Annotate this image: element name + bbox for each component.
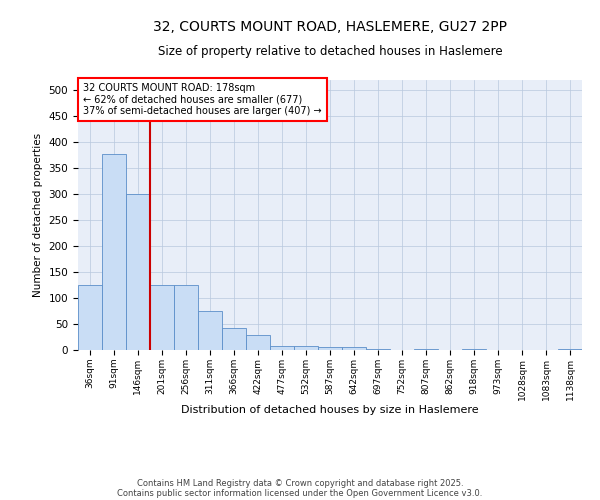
Bar xyxy=(318,348,342,350)
Bar xyxy=(150,285,174,350)
Bar xyxy=(414,349,438,350)
Bar xyxy=(78,285,102,350)
Bar xyxy=(174,285,197,350)
Text: Size of property relative to detached houses in Haslemere: Size of property relative to detached ho… xyxy=(158,45,502,58)
X-axis label: Distribution of detached houses by size in Haslemere: Distribution of detached houses by size … xyxy=(181,406,479,415)
Y-axis label: Number of detached properties: Number of detached properties xyxy=(33,133,43,297)
Bar xyxy=(126,194,150,350)
Text: 32, COURTS MOUNT ROAD, HASLEMERE, GU27 2PP: 32, COURTS MOUNT ROAD, HASLEMERE, GU27 2… xyxy=(153,20,507,34)
Text: 32 COURTS MOUNT ROAD: 178sqm
← 62% of detached houses are smaller (677)
37% of s: 32 COURTS MOUNT ROAD: 178sqm ← 62% of de… xyxy=(83,82,322,116)
Text: Contains public sector information licensed under the Open Government Licence v3: Contains public sector information licen… xyxy=(118,488,482,498)
Bar xyxy=(198,311,221,350)
Bar xyxy=(222,328,245,350)
Bar xyxy=(366,349,390,350)
Bar xyxy=(294,346,318,350)
Bar xyxy=(342,348,366,350)
Bar xyxy=(270,346,294,350)
Bar xyxy=(246,336,270,350)
Text: Contains HM Land Registry data © Crown copyright and database right 2025.: Contains HM Land Registry data © Crown c… xyxy=(137,478,463,488)
Bar xyxy=(102,154,126,350)
